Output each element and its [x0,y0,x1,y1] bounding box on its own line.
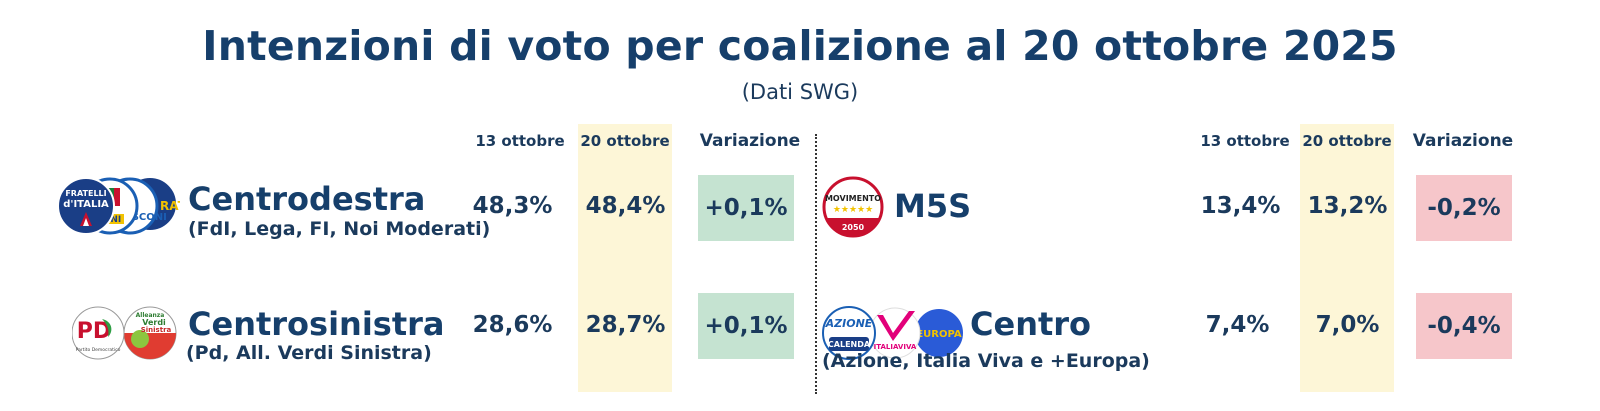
header-prev-left: 13 ottobre [475,132,565,150]
row-detail-centro: (Azione, Italia Viva e +Europa) [822,350,1150,372]
curr-centro: 7,0% [1315,312,1380,338]
row-name-centro: Centro [970,305,1092,343]
curr-m5s: 13,2% [1307,193,1388,219]
pd-logo-caption: Partito Democratico [76,347,121,353]
centro-logos: EUROPA ITALIAVIVA AZIONE CALENDA [822,306,965,360]
change-centro: -0,4% [1416,293,1512,359]
centrosinistra-logos: Alleanza Verdi Sinistra PD Partito Democ… [72,306,177,360]
svg-text:INI: INI [107,215,121,225]
header-prev-right: 13 ottobre [1200,132,1290,150]
italiaviva-logo-text: ITALIAVIVA [874,343,917,351]
fdi-logo-text-2: d'ITALIA [63,199,109,210]
row-name-centrosinistra: Centrosinistra [188,305,445,343]
row-name-centrodestra: Centrodestra [188,180,426,218]
header-change-left: Variazione [699,131,801,151]
current-column-highlight-left [578,124,672,392]
m5s-logo-stars: ★★★★★ [833,205,873,215]
header-curr-right: 20 ottobre [1302,132,1392,150]
header-curr-left: 20 ottobre [580,132,670,150]
change-centrodestra: +0,1% [698,175,794,241]
europa-logo-text: EUROPA [916,329,962,340]
avs-logo-text-2: Verdi [142,318,166,327]
page-subtitle: (Dati SWG) [741,80,859,104]
centrodestra-logos: RATI ISCONI INI FRATELLI d'ITALIA [57,176,180,235]
prev-centrodestra: 48,3% [472,193,553,219]
m5s-logo: MOVIMENTO ★★★★★ 2050 [822,176,884,238]
current-column-highlight-right [1300,124,1394,392]
row-name-m5s: M5S [894,187,972,225]
svg-text:ISCONI: ISCONI [128,212,167,223]
page-title: Intenzioni di voto per coalizione al 20 … [202,22,1398,70]
header-change-right: Variazione [1412,131,1514,151]
avs-logo-text-3: Sinistra [141,326,172,334]
change-m5s: -0,2% [1416,175,1512,241]
m5s-logo-year: 2050 [842,223,865,232]
row-detail-centrosinistra: (Pd, All. Verdi Sinistra) [186,342,432,364]
svg-text:RATI: RATI [160,199,180,213]
avs-logo-text-1: Alleanza [136,312,165,319]
curr-centrodestra: 48,4% [585,193,666,219]
azione-logo-text: AZIONE [825,317,873,330]
prev-m5s: 13,4% [1200,193,1281,219]
m5s-logo-text: MOVIMENTO [825,194,881,203]
curr-centrosinistra: 28,7% [585,312,666,338]
column-divider [815,134,817,394]
change-centrosinistra: +0,1% [698,293,794,359]
row-detail-centrodestra: (FdI, Lega, FI, Noi Moderati) [188,218,491,240]
fdi-logo-text-1: FRATELLI [65,189,106,198]
prev-centro: 7,4% [1205,312,1270,338]
calenda-logo-text: CALENDA [828,340,871,349]
prev-centrosinistra: 28,6% [472,312,553,338]
